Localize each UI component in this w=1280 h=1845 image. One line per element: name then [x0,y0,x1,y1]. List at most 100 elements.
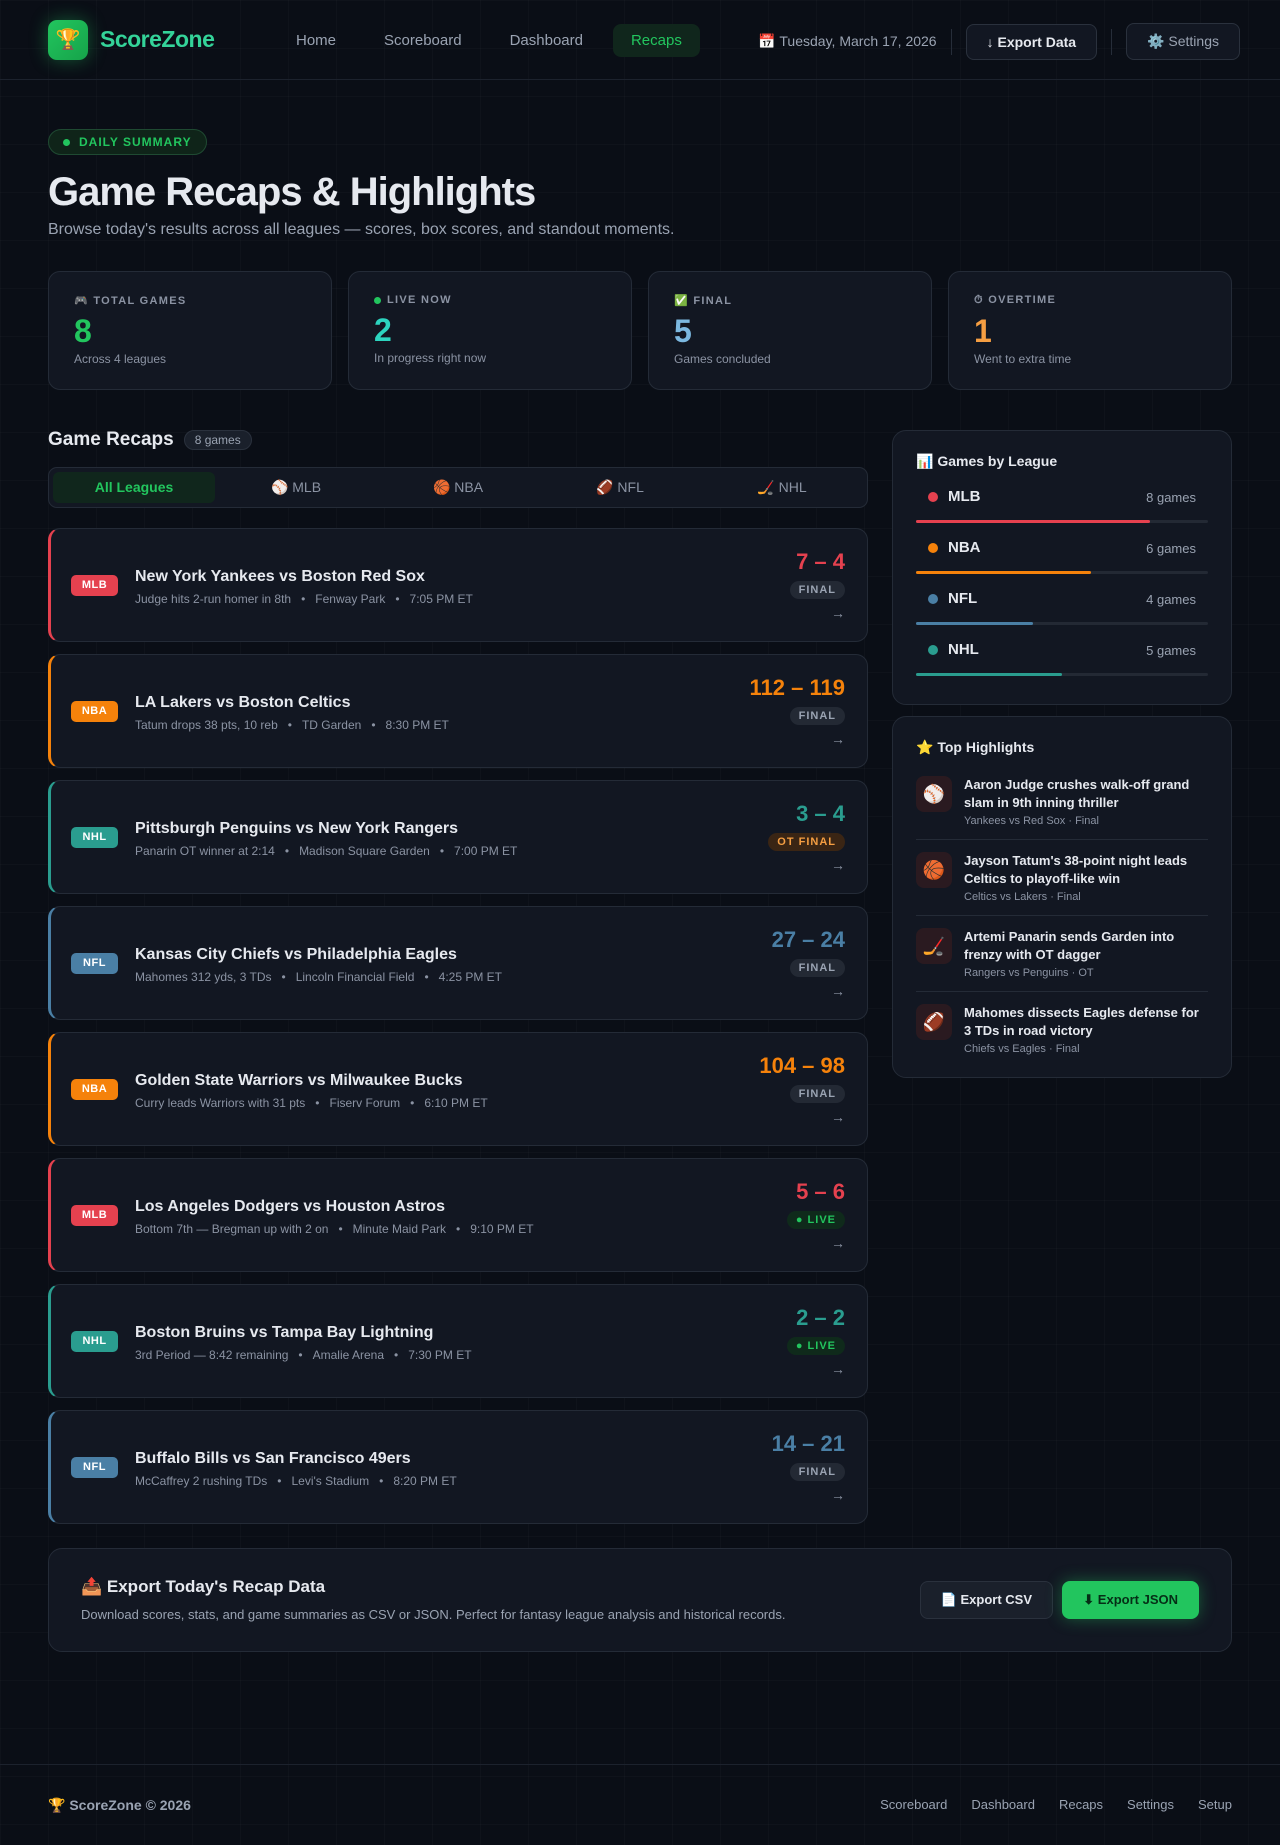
detail: Mahomes 312 yds, 3 TDs [135,970,272,984]
stat-label: LIVE NOW [374,294,606,306]
highlight-text: Aaron Judge crushes walk-off grand slam … [964,777,1190,810]
detail: 3rd Period — 8:42 remaining [135,1348,289,1362]
stat-value: 1 [974,313,992,349]
footer-link[interactable]: Recaps [1058,1797,1104,1812]
game-card[interactable]: MLB Los Angeles Dodgers vs Houston Astros… [48,1158,868,1272]
arrow: → [831,1235,845,1251]
nav-link[interactable]: Home [296,32,337,49]
brand[interactable]: ScoreZone [100,26,215,52]
score: 7 – 4 [796,549,845,574]
game-details: McCaffrey 2 rushing TDs • Levi's Stadium • 8… [135,1474,457,1488]
game-details: Judge hits 2-run homer in 8th • Fenway Par… [135,592,473,606]
nav-link[interactable]: Recaps [612,24,700,57]
highlight[interactable]: 🏈 Mahomes dissects Eagles defense for 3 T… [916,992,1208,1055]
highlights-card: ⭐ Top Highlights ⚾ Aaron Judge crushes wa… [892,716,1232,1078]
footer-link[interactable]: Setup [1198,1797,1232,1812]
bar [916,673,1062,676]
detail: Amalie Arena [312,1348,384,1362]
league-count: 8 games [1146,490,1196,505]
game-details: Curry leads Warriors with 31 pts • Fiserv … [135,1096,488,1110]
nav-link[interactable]: Dashboard [509,32,583,49]
detail: 8:20 PM ET [393,1474,457,1488]
top-bar: 🏆 ScoreZone Home Scoreboard Dashboard Recap… [0,0,1280,80]
highlight-icon: ⚾ [916,776,952,812]
detail: Fiserv Forum [329,1096,401,1110]
stat-value: 5 [674,313,692,349]
detail: Levi's Stadium [291,1474,370,1488]
bar-track [916,571,1208,574]
export-button[interactable]: ↓ Export Data [965,23,1098,60]
league-dot [928,492,938,502]
highlight[interactable]: 🏀 Jayson Tatum's 38-point night leads Cel… [916,840,1208,916]
game-card[interactable]: NFL Buffalo Bills vs San Francisco 49ers M… [48,1410,868,1524]
game-card[interactable]: NFL Kansas City Chiefs vs Philadelphia Ea… [48,906,868,1020]
game-card[interactable]: MLB New York Yankees vs Boston Red Sox Jud… [48,528,868,642]
separator: • [284,844,290,858]
arrow: → [831,1487,845,1503]
league-tab[interactable]: All Leagues [53,472,215,503]
status-pill: ● LIVE [786,1211,845,1229]
arrow: → [831,731,845,747]
league-badge: MLB [71,1205,118,1226]
stats: 🎮 TOTAL GAMES 8 Across 4 leagues LIVE NOW 2 I… [48,271,1232,390]
nav: Home Scoreboard Dashboard Recaps [278,24,700,57]
highlight[interactable]: 🏒 Artemi Panarin sends Garden into frenzy… [916,916,1208,992]
highlight-icon: 🏈 [916,1004,952,1040]
league-tab[interactable]: 🏈 NFL [596,479,644,495]
highlight-body: Artemi Panarin sends Garden into frenzy … [964,928,1208,979]
stat-value: 8 [74,313,92,349]
detail: 4:25 PM ET [438,970,503,984]
league-badge: NBA [71,701,118,722]
footer-link[interactable]: Settings [1127,1797,1175,1812]
league-tab[interactable]: ⚾ MLB [270,479,322,495]
league-count: 6 games [1146,541,1196,556]
arrow: → [831,983,845,999]
league-count: 5 games [1146,643,1196,658]
separator: • [395,592,400,606]
nav-link[interactable]: Scoreboard [384,32,462,49]
highlight-text: Mahomes dissects Eagles defense for 3 TD… [964,1005,1199,1038]
league-badge: MLB [71,575,118,596]
highlight-body: Mahomes dissects Eagles defense for 3 TD… [964,1004,1208,1055]
bar-track [916,673,1208,676]
game-card[interactable]: NHL Boston Bruins vs Tampa Bay Lightning 3… [48,1284,868,1398]
header-actions: 📅 Tuesday, March 17, 2026 ↓ Export Data … [758,23,1240,60]
stat-label: 🎮 TOTAL GAMES [74,295,187,307]
league-name: NBA [948,539,981,556]
detail: Tatum drops 38 pts, 10 reb [135,718,278,732]
matchup: Pittsburgh Penguins vs New York Rangers [135,820,459,837]
detail: 7:30 PM ET [408,1348,472,1362]
export-text: Download scores, stats, and game summari… [81,1607,786,1622]
section-title: Game Recaps [48,429,174,450]
recaps: Game Recaps 8 games All Leagues ⚾ MLB 🏀 NB… [48,428,868,1524]
highlight[interactable]: ⚾ Aaron Judge crushes walk-off grand slam… [916,764,1208,840]
card-title: ⭐ Top Highlights [916,739,1035,755]
detail: 8:30 PM ET [385,718,449,732]
game-list: MLB New York Yankees vs Boston Red Sox Jud… [48,528,868,1524]
stat-card: LIVE NOW 2 In progress right now [348,271,632,390]
status-pill: FINAL [789,707,845,725]
league-badge: NFL [71,1457,118,1478]
bar-track [916,622,1208,625]
game-card[interactable]: NHL Pittsburgh Penguins vs New York Range… [48,780,868,894]
separator: • [424,970,429,984]
league-tab[interactable]: 🏒 NHL [757,479,807,495]
footer-link[interactable]: Dashboard [971,1797,1035,1812]
detail: 7:05 PM ET [409,592,473,606]
score: 112 – 119 [749,675,845,700]
export-csv[interactable]: 📄 Export CSV [919,1581,1053,1619]
game-card[interactable]: NBA LA Lakers vs Boston Celtics Tatum drop… [48,654,868,768]
game-details: Panarin OT winner at 2:14 • Madison Square… [135,844,517,858]
subtitle: Browse today's results across all league… [48,221,675,238]
stat-card: 🎮 TOTAL GAMES 8 Across 4 leagues [48,271,332,390]
league-badge: NHL [71,1331,118,1352]
stat-label: ⏱ OVERTIME [974,294,1057,306]
game-card[interactable]: NBA Golden State Warriors vs Milwaukee Bu… [48,1032,868,1146]
footer-link[interactable]: Scoreboard [880,1797,948,1812]
game-details: Bottom 7th — Bregman up with 2 on • Minute… [135,1222,534,1236]
export-json[interactable]: ⬇ Export JSON [1062,1581,1199,1619]
league-tab[interactable]: 🏀 NBA [432,479,484,495]
detail: Judge hits 2-run homer in 8th [135,592,292,606]
settings-button[interactable]: ⚙️ Settings [1126,23,1240,60]
